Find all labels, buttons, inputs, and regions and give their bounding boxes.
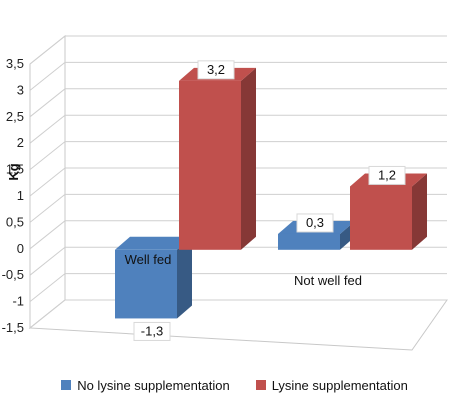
data-label-box: [296, 213, 334, 233]
y-tick-label: 1: [17, 188, 24, 203]
y-tick-label: 2: [17, 135, 24, 150]
data-label-1-0: 3,2: [197, 60, 235, 80]
bar-0-0: [115, 249, 177, 319]
gridline: [29, 273, 447, 302]
legend-swatch-no-lysine: [61, 380, 72, 390]
y-tick-label: 3: [17, 82, 24, 97]
legend-item-lysine: Lysine supplementation: [255, 377, 408, 393]
bars: [115, 67, 427, 319]
y-axis-label: Kg: [6, 163, 21, 180]
gridline: [29, 35, 447, 65]
bar-chart: -1,5 -1 -0,5 0 0,5 1 1,5 2 2,5 3 3,5 Kg Well fed No…: [2, 34, 448, 351]
legend: No lysine supplementation Lysine supplem…: [0, 372, 469, 398]
data-label-text: -1,3: [141, 323, 163, 338]
category-label-0: Well fed: [125, 252, 172, 267]
data-label-box: [368, 165, 406, 185]
data-labels: -1,3 3,2 0,3 1,2: [133, 60, 406, 341]
data-label-0-1: 0,3: [296, 213, 334, 233]
gridlines: [29, 35, 447, 329]
legend-swatch-lysine: [255, 380, 266, 390]
bar-side-0-0: [177, 236, 192, 319]
y-tick-label: 1,5: [6, 162, 24, 177]
bar-1-1: [350, 186, 412, 250]
category-label-1: Not well fed: [294, 273, 362, 288]
gridline: [29, 114, 447, 144]
gridline: [29, 141, 447, 170]
gridline: [29, 61, 447, 91]
floor: [28, 299, 448, 351]
y-tick-label: 2,5: [6, 109, 24, 124]
bar-top-0-0: [115, 236, 192, 250]
bar-side-1-0: [241, 67, 256, 250]
bar-side-1-1: [412, 173, 427, 250]
gridline: [29, 167, 447, 197]
data-label-text: 0,3: [306, 215, 324, 230]
bar-0-1: [278, 233, 340, 250]
bar-1-0: [179, 80, 241, 250]
y-axis-ticks: -1,5 -1 -0,5 0 0,5 1 1,5 2 2,5 3 3,5: [2, 56, 24, 335]
y-tick-label: 0,5: [6, 214, 24, 229]
y-tick-label: 0: [17, 241, 24, 256]
y-tick-label: -0,5: [2, 267, 24, 282]
gridline: [29, 88, 447, 118]
data-label-text: 1,2: [378, 167, 396, 182]
data-label-box: [133, 321, 171, 341]
y-tick-label: 3,5: [6, 56, 24, 71]
data-label-box: [197, 60, 235, 80]
category-labels: Well fed Not well fed: [125, 252, 362, 288]
gridline: [29, 299, 447, 329]
data-label-text: 3,2: [207, 62, 225, 77]
legend-label-no-lysine: No lysine supplementation: [77, 377, 230, 393]
y-tick-label: -1: [12, 294, 24, 309]
legend-label-lysine: Lysine supplementation: [271, 377, 408, 393]
gridline: [29, 193, 447, 223]
data-label-1-1: 1,2: [368, 165, 406, 185]
legend-item-no-lysine: No lysine supplementation: [61, 377, 230, 393]
gridline: [29, 246, 447, 276]
y-tick-label: -1,5: [2, 320, 24, 335]
data-label-0-0: -1,3: [133, 321, 171, 341]
